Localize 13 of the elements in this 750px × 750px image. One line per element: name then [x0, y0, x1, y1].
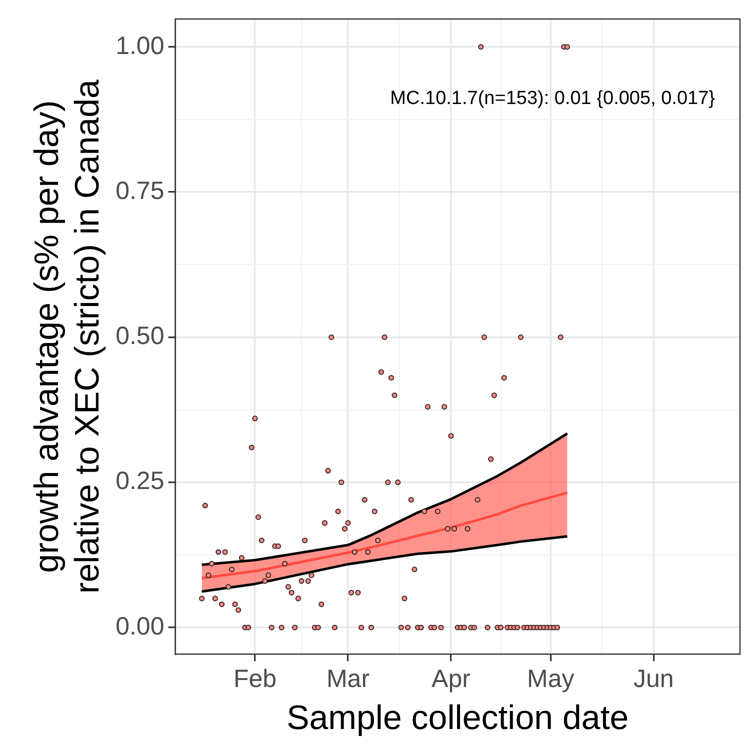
x-tick-label: Apr: [432, 665, 470, 694]
annotation: MC.10.1.7(n=153): 0.01 {0.005, 0.017}: [390, 88, 715, 110]
x-tick-label: May: [527, 665, 575, 694]
y-axis-title: growth advantage (s% per day) relative to XEC (stricto) in Canada: [28, 80, 107, 594]
y-tick-label: 0.50: [116, 322, 164, 350]
y-tick-label: 0.00: [116, 612, 164, 640]
x-tick-label: Mar: [326, 665, 370, 694]
y-tick-label: 1.00: [116, 32, 164, 60]
x-axis-title: Sample collection date: [286, 698, 629, 737]
y-tick-label: 0.25: [116, 467, 164, 496]
y-tick-label: 0.75: [116, 176, 164, 205]
x-tick-label: Feb: [233, 665, 277, 694]
x-tick-label: Jun: [633, 665, 674, 694]
